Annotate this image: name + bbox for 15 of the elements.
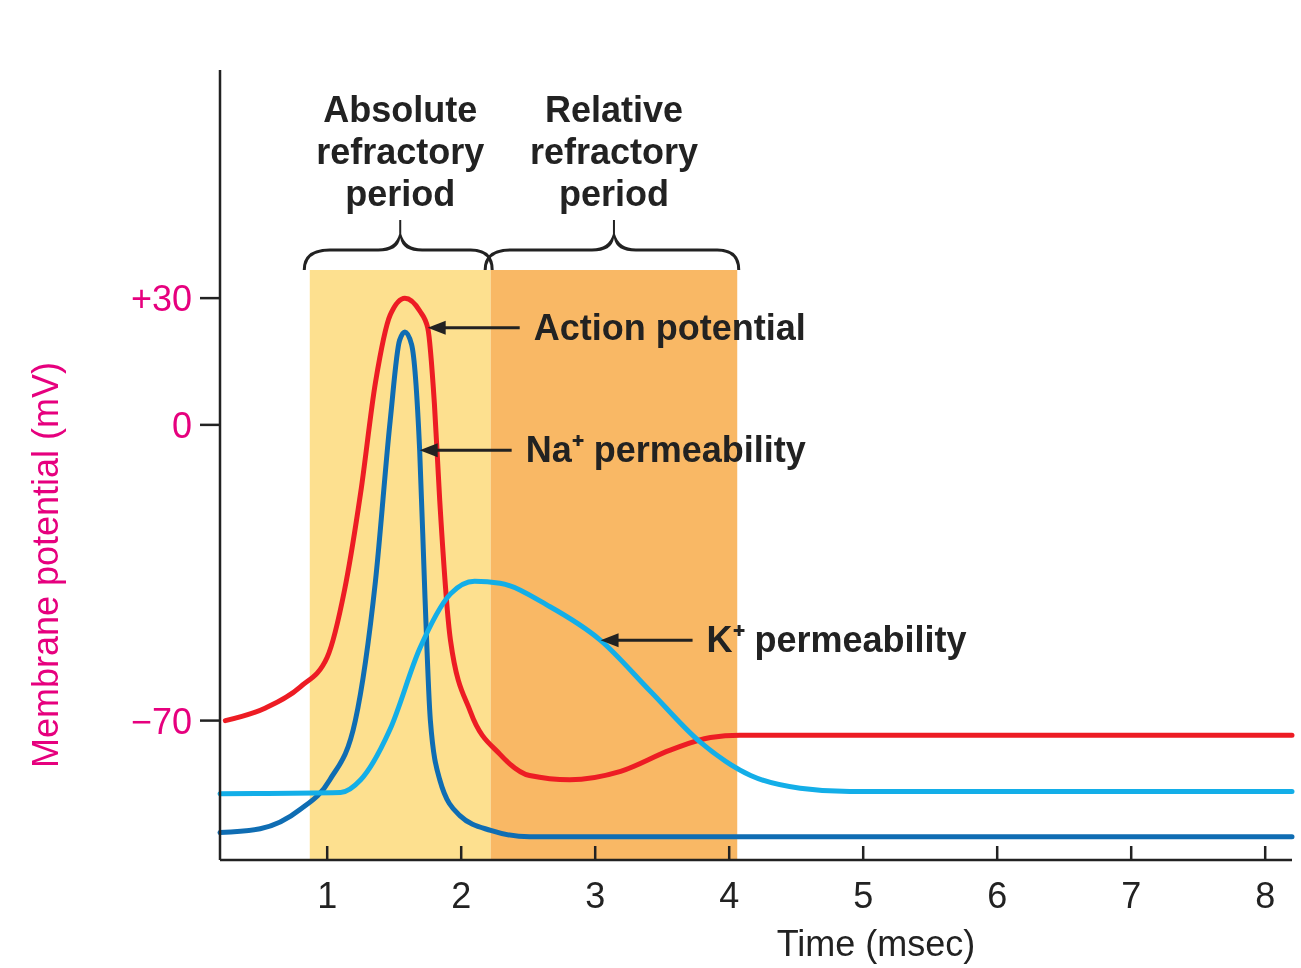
x-tick-label: 1 [317, 875, 338, 916]
band-label: Relative refractory period [529, 89, 699, 214]
band-label: Absolute refractory period [316, 89, 485, 214]
x-tick-label: 5 [853, 875, 874, 916]
x-tick-label: 7 [1121, 875, 1142, 916]
y-tick-label: −70 [130, 700, 192, 742]
x-tick-label: 3 [585, 875, 606, 916]
x-tick-label: 2 [451, 875, 472, 916]
x-tick-label: 4 [719, 875, 740, 916]
x-tick-label: 8 [1255, 875, 1276, 916]
y-tick-label: 0 [171, 404, 192, 446]
x-tick-label: 6 [987, 875, 1008, 916]
x-axis-title: Time (msec) [776, 923, 976, 964]
y-tick-label: +30 [130, 278, 192, 320]
y-axis-title: Membrane potential (mV) [25, 361, 66, 769]
